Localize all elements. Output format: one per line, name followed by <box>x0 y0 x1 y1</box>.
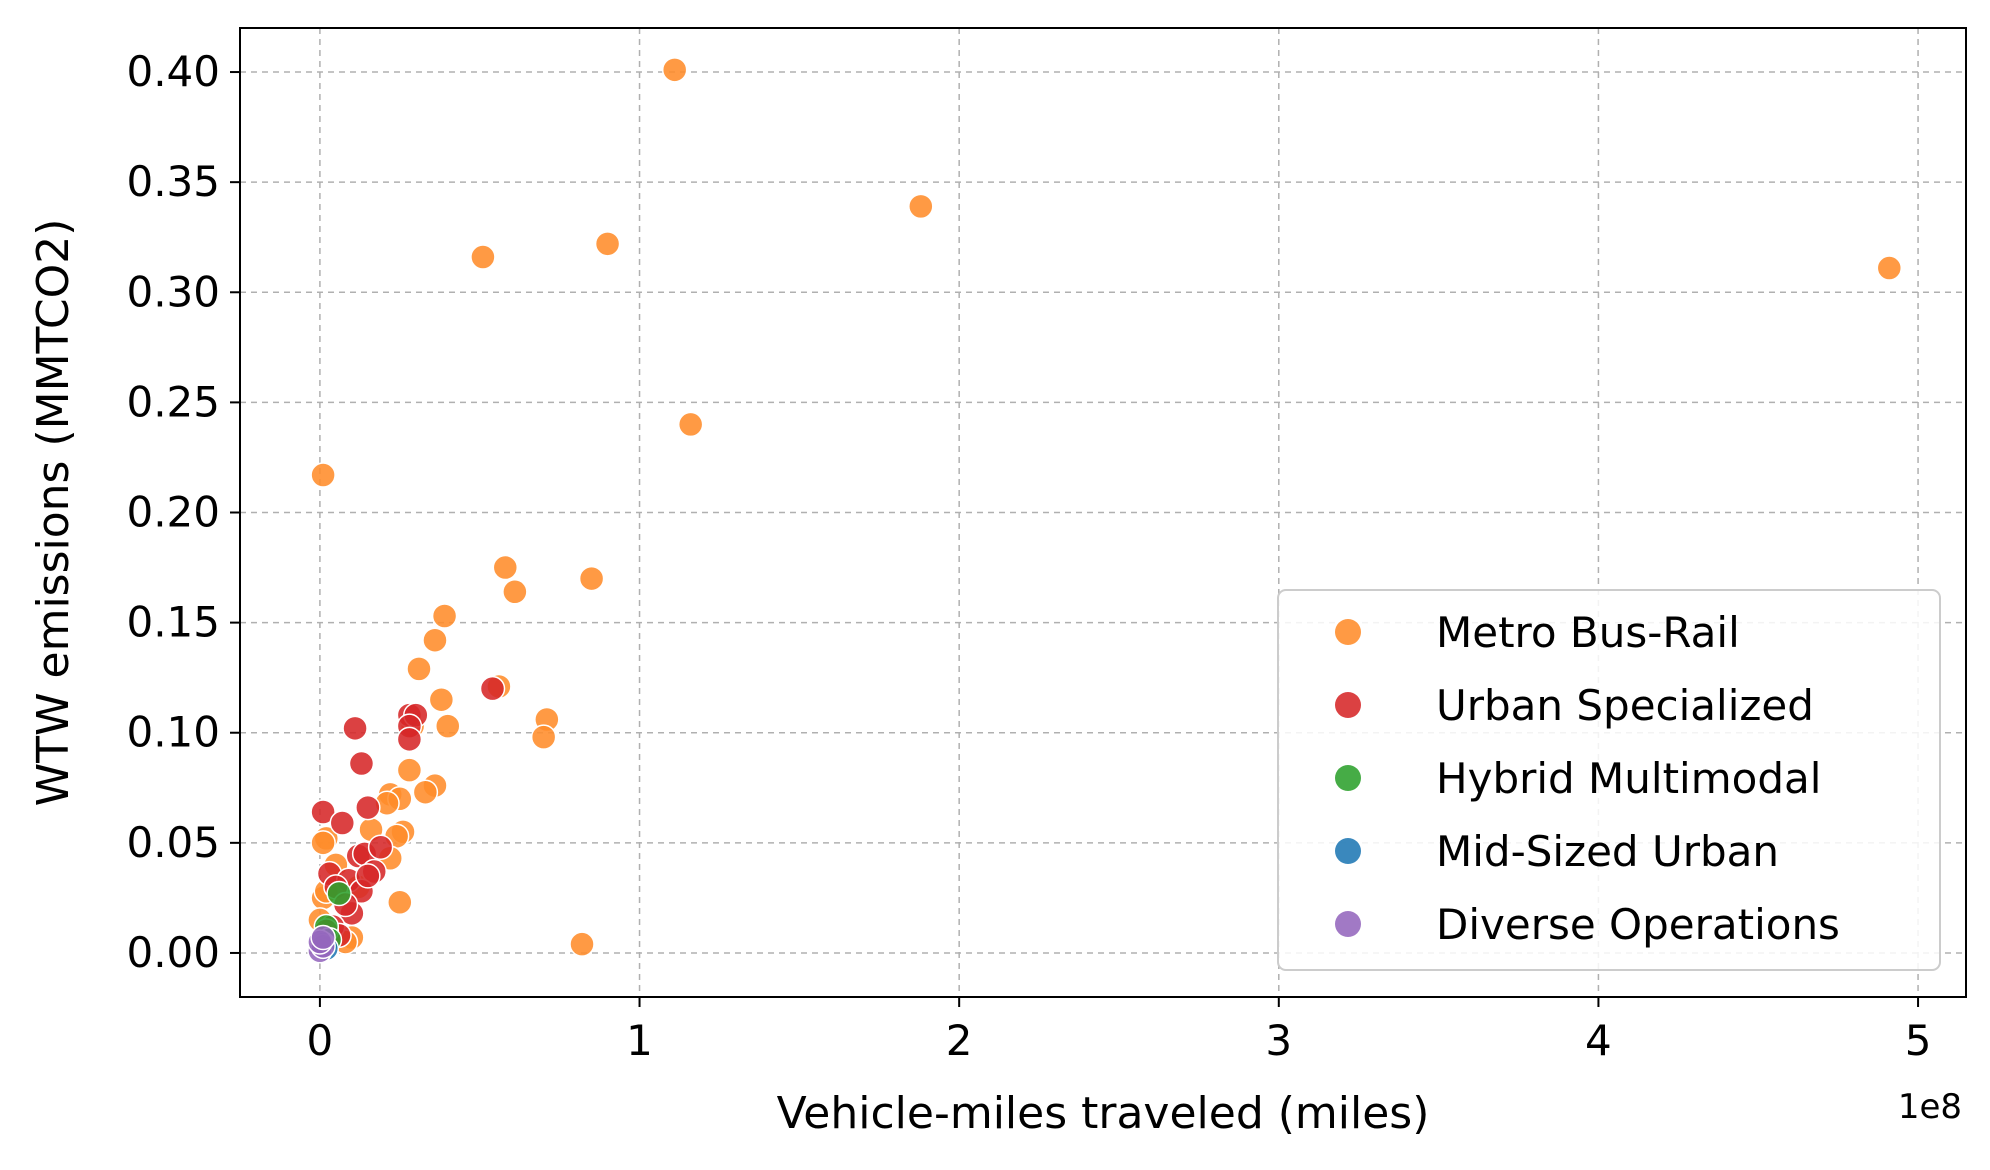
y-tick-label: 0.25 <box>126 377 220 426</box>
data-point <box>435 713 461 739</box>
x-tick-label: 4 <box>1585 1016 1612 1065</box>
y-tick-label: 0.15 <box>126 598 220 647</box>
data-point <box>406 656 432 682</box>
x-tick-label: 2 <box>946 1016 973 1065</box>
y-tick-label: 0.40 <box>126 47 220 96</box>
data-point <box>569 931 595 957</box>
data-point <box>492 554 519 581</box>
legend-label: Mid-Sized Urban <box>1436 827 1779 876</box>
legend-label: Urban Specialized <box>1436 681 1814 730</box>
data-point <box>310 830 336 856</box>
legend-box <box>1277 589 1941 971</box>
data-point <box>412 779 439 805</box>
x-tick-label: 3 <box>1265 1016 1292 1065</box>
data-point <box>348 750 375 777</box>
y-tick-label: 0.00 <box>126 928 220 977</box>
data-point <box>387 889 413 916</box>
legend-marker <box>1335 692 1361 718</box>
data-point <box>578 565 605 592</box>
x-tick-label: 5 <box>1905 1016 1932 1065</box>
data-point <box>355 794 381 821</box>
data-point <box>342 715 368 742</box>
legend-marker <box>1335 765 1361 791</box>
data-point <box>470 244 496 270</box>
x-tick-label: 1 <box>626 1016 653 1065</box>
data-point <box>310 462 336 488</box>
data-point <box>530 724 557 750</box>
y-axis-ticks: 0.00 0.05 0.10 0.15 0.20 0.25 0.30 0.35 0.40 <box>126 47 240 977</box>
y-tick-label: 0.30 <box>126 267 220 316</box>
data-point <box>502 579 528 605</box>
data-point <box>396 757 423 783</box>
data-point <box>422 627 448 653</box>
data-point <box>355 863 381 889</box>
data-point <box>1876 255 1903 281</box>
y-axis-label: WTW emissions (MMTCO2) <box>28 219 79 807</box>
x-axis-offset-label: 1e8 <box>1898 1087 1962 1127</box>
data-point <box>310 799 336 825</box>
x-axis-label: Vehicle-miles traveled (miles) <box>777 1088 1430 1139</box>
data-point <box>428 686 455 713</box>
data-point <box>594 231 621 257</box>
data-points <box>307 57 1903 964</box>
x-tick-label: 0 <box>307 1016 334 1065</box>
y-tick-label: 0.20 <box>126 488 220 537</box>
y-tick-label: 0.05 <box>126 818 220 867</box>
grid-lines <box>240 28 1966 997</box>
data-point <box>677 411 704 438</box>
data-point <box>431 603 458 629</box>
data-point <box>479 675 506 702</box>
data-point <box>329 810 356 836</box>
y-tick-label: 0.10 <box>126 708 220 757</box>
legend-label: Hybrid Multimodal <box>1436 754 1821 803</box>
y-tick-label: 0.35 <box>126 157 220 206</box>
legend-label: Metro Bus-Rail <box>1436 608 1740 657</box>
data-point <box>396 726 423 753</box>
x-axis-ticks: 0 1 2 3 4 5 <box>307 997 1932 1065</box>
legend-marker <box>1335 619 1361 645</box>
legend-marker <box>1335 911 1361 937</box>
legend: Metro Bus-Rail Urban Specialized Hybrid Mu… <box>1277 589 1941 971</box>
data-point <box>326 880 352 907</box>
legend-label: Diverse Operations <box>1436 900 1840 949</box>
data-point <box>661 57 688 83</box>
data-point <box>310 924 336 951</box>
legend-marker <box>1335 838 1361 864</box>
data-point <box>367 834 394 860</box>
data-point <box>908 193 934 220</box>
